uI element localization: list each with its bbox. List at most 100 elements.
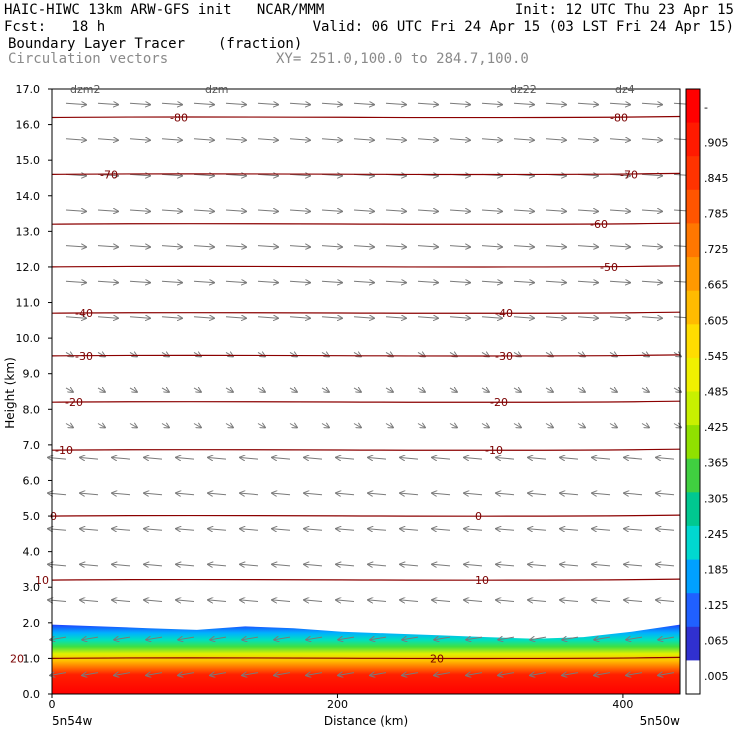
wind-vector xyxy=(289,103,310,104)
wind-vector xyxy=(304,600,323,602)
wind-vector xyxy=(641,210,662,211)
wind-vector xyxy=(274,673,291,676)
wind-vector xyxy=(225,317,246,318)
colorbar-label: - xyxy=(704,101,708,114)
wind-vector xyxy=(80,493,99,495)
wind-vector xyxy=(321,246,342,247)
wind-vector xyxy=(626,637,643,640)
wind-vector xyxy=(592,493,611,495)
wind-vector xyxy=(129,139,150,140)
wind-vector xyxy=(272,493,291,495)
wind-vector xyxy=(176,458,195,460)
wind-vector xyxy=(466,637,483,640)
y-tick-label: 6.0 xyxy=(23,474,41,487)
wind-vector xyxy=(80,529,99,531)
y-tick-label: 9.0 xyxy=(23,368,41,381)
colorbar-segment xyxy=(686,660,700,695)
y-axis-label: Height (km) xyxy=(3,357,17,428)
wind-vector xyxy=(210,637,227,640)
wind-vector xyxy=(225,246,246,247)
wind-vector xyxy=(97,103,118,104)
contour-label: -30 xyxy=(495,350,513,363)
wind-vector xyxy=(577,210,598,211)
wind-vector xyxy=(257,174,278,175)
wind-vector xyxy=(400,564,419,566)
wind-vector xyxy=(449,210,470,211)
wind-vector xyxy=(624,493,643,495)
wind-vector xyxy=(496,600,515,602)
colorbar-label: .185 xyxy=(704,563,729,576)
wind-vector xyxy=(656,600,675,602)
wind-vector xyxy=(385,388,393,392)
wind-vector xyxy=(161,174,182,175)
wind-vector xyxy=(641,281,662,282)
contour-label: -70 xyxy=(620,168,638,181)
wind-vector xyxy=(161,424,169,428)
field-units: (fraction) xyxy=(218,36,303,52)
wind-vector xyxy=(353,317,374,318)
wind-vector xyxy=(80,564,99,566)
wind-vector xyxy=(545,210,566,211)
wind-vector xyxy=(272,564,291,566)
wind-vector xyxy=(144,529,163,531)
wind-vector xyxy=(353,424,361,428)
temperature-contours: -80 -80 -70 -70 -60 -50 -40 -40 -30 -30 -20 -20 -10 -… xyxy=(10,112,681,665)
wind-vector xyxy=(225,103,246,104)
wind-vector xyxy=(257,317,278,318)
wind-vector xyxy=(562,637,579,640)
wind-vector xyxy=(353,139,374,140)
x-left-endpoint-label: 5n54w xyxy=(52,714,93,728)
wind-vector xyxy=(97,210,118,211)
wind-vector xyxy=(257,424,265,428)
wind-vector xyxy=(353,210,374,211)
wind-vector xyxy=(464,458,483,460)
wind-vector xyxy=(434,673,451,676)
wind-vector xyxy=(385,317,406,318)
wind-vector xyxy=(545,103,566,104)
wind-vector xyxy=(257,139,278,140)
wind-vector xyxy=(321,139,342,140)
wind-vector xyxy=(464,564,483,566)
contour-label: -60 xyxy=(590,218,608,231)
wind-vector xyxy=(161,388,169,392)
wind-vector xyxy=(481,317,502,318)
wind-vector xyxy=(513,246,534,247)
temperature-contour xyxy=(51,172,681,176)
wind-vector xyxy=(496,529,515,531)
y-tick-label: 12.0 xyxy=(16,261,41,274)
wind-vector xyxy=(641,388,649,392)
wind-vector xyxy=(368,493,387,495)
wind-vector xyxy=(417,388,425,392)
wind-vector xyxy=(385,103,406,104)
wind-vector xyxy=(353,103,374,104)
colorbar: - .905 .845 .785 .725 .665 .605 .545 .485 .425 .36… xyxy=(685,88,729,695)
y-tick-label: 13.0 xyxy=(16,225,41,238)
temperature-contour xyxy=(51,311,681,314)
wind-vector xyxy=(560,600,579,602)
wind-vector xyxy=(641,317,662,318)
wind-vector xyxy=(449,281,470,282)
wind-vector xyxy=(176,529,195,531)
wind-vector xyxy=(289,424,297,428)
temperature-contour xyxy=(51,222,681,225)
wind-vector xyxy=(513,103,534,104)
wind-vector xyxy=(449,424,457,428)
wind-vector xyxy=(626,673,643,676)
wind-vector xyxy=(306,637,323,640)
temperature-contour xyxy=(51,265,681,268)
x-tick-label: 400 xyxy=(612,698,633,711)
x-axis-label: Distance (km) xyxy=(324,714,408,728)
wind-vector xyxy=(178,637,195,640)
wind-vector xyxy=(560,529,579,531)
wind-vector xyxy=(592,458,611,460)
colorbar-segment xyxy=(686,357,700,392)
y-axis: 0.0 1.0 2.0 3.0 4.0 5.0 6.0 7.0 8.0 9.0 10.0 11.0 12… xyxy=(16,83,52,701)
wind-vector xyxy=(225,139,246,140)
wind-vector xyxy=(417,317,438,318)
y-tick-label: 8.0 xyxy=(23,403,41,416)
y-tick-label: 4.0 xyxy=(23,546,41,559)
wind-vector xyxy=(560,564,579,566)
contour-label: -80 xyxy=(170,112,188,125)
top-label: dzm xyxy=(205,83,228,96)
wind-vector xyxy=(577,424,585,428)
